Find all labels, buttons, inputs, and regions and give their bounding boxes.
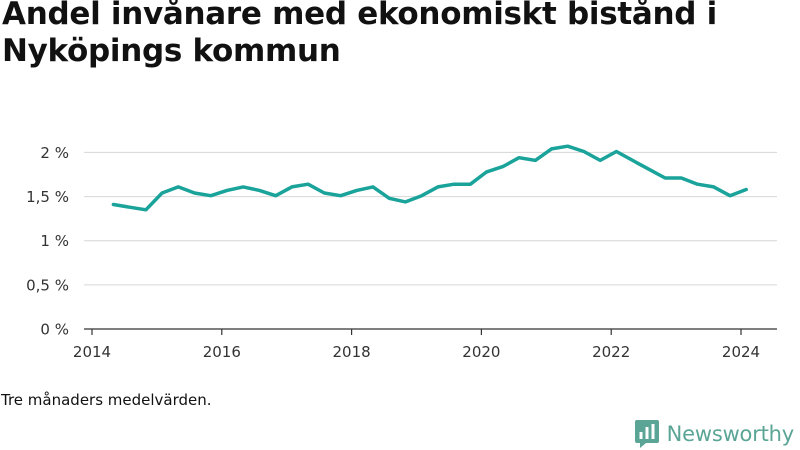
y-tick-label: 2 %: [40, 144, 69, 162]
brand-logo: Newsworthy: [634, 419, 794, 449]
x-tick-label: 2020: [462, 343, 500, 361]
y-tick-label: 1 %: [40, 232, 69, 250]
y-tick-label: 1,5 %: [26, 188, 69, 206]
line-chart: 0 % 0,5 % 1 % 1,5 % 2 % 2014 2016 2018 2020 2022…: [26, 144, 777, 361]
x-tick-label: 2014: [73, 343, 111, 361]
y-tick-label: 0 %: [40, 321, 69, 339]
x-tick-label: 2018: [333, 343, 371, 361]
chart-title: Andel invånare med ekonomiskt bistånd i …: [2, 0, 717, 69]
y-axis-tick-labels: 0 % 0,5 % 1 % 1,5 % 2 %: [26, 144, 69, 339]
series-line: [111, 144, 748, 212]
x-axis-ticks: 2014 2016 2018 2020 2022 2024: [73, 329, 760, 361]
grid-lines: [84, 151, 777, 286]
x-tick-label: 2024: [722, 343, 760, 361]
newsworthy-logo-icon: [634, 420, 659, 448]
x-tick-label: 2016: [203, 343, 241, 361]
x-tick-label: 2022: [592, 343, 630, 361]
brand-name: Newsworthy: [666, 422, 795, 446]
footnote: Tre månaders medelvärden.: [1, 391, 212, 409]
y-tick-label: 0,5 %: [26, 276, 69, 294]
